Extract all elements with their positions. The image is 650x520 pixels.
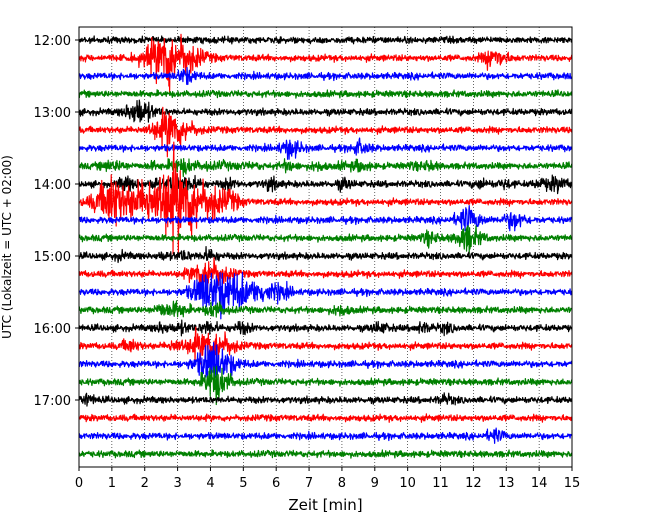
- seismogram-trace: [79, 89, 572, 99]
- seismogram-trace: [79, 66, 572, 86]
- y-tick-label: 17:00: [34, 394, 71, 409]
- seismogram-trace: [79, 33, 572, 94]
- seismogram-trace: [79, 106, 572, 158]
- x-tick-label: 11: [432, 476, 449, 491]
- x-tick-label: 6: [272, 476, 280, 491]
- x-tick-label: 1: [108, 476, 116, 491]
- seismogram-trace: [79, 271, 572, 320]
- x-tick-label: 7: [305, 476, 313, 491]
- seismogram-trace: [79, 427, 572, 444]
- seismogram-trace: [79, 326, 572, 370]
- y-tick-label: 15:00: [34, 250, 71, 265]
- seismogram-trace: [79, 413, 572, 423]
- x-tick-label: 8: [338, 476, 346, 491]
- seismogram-trace: [79, 157, 572, 178]
- x-tick-label: 5: [239, 476, 247, 491]
- y-tick-label: 14:00: [34, 178, 71, 193]
- x-tick-label: 2: [141, 476, 149, 491]
- seismogram-trace: [79, 300, 572, 318]
- x-axis-title: Zeit [min]: [288, 496, 362, 514]
- seismogram-trace: [79, 392, 572, 407]
- seismogram-trace: [79, 449, 572, 459]
- y-axis-title: UTC (Lokalzeit = UTC + 02:00): [0, 155, 14, 339]
- seismogram-traces: [79, 33, 572, 459]
- seismogram-trace: [79, 257, 572, 294]
- y-axis-ticks: 12:00 13:00 14:00 15:00 16:00 17:00: [34, 34, 79, 409]
- x-tick-label: 0: [75, 476, 83, 491]
- seismogram-trace: [79, 141, 572, 255]
- x-axis-ticks: 0 1 2 3 4 5 6 7 8 9 10 11 12 13 14 15: [75, 467, 580, 491]
- seismogram-trace: [79, 174, 572, 195]
- seismogram-trace: [79, 245, 572, 264]
- x-tick-label: 13: [498, 476, 515, 491]
- x-tick-label: 3: [173, 476, 181, 491]
- seismogram-trace: [79, 365, 572, 406]
- x-tick-label: 14: [531, 476, 548, 491]
- x-tick-label: 15: [564, 476, 581, 491]
- seismogram-trace: [79, 99, 572, 123]
- seismogram-trace: [79, 137, 572, 160]
- seismogram-trace: [79, 35, 572, 45]
- x-tick-label: 9: [371, 476, 379, 491]
- y-tick-label: 13:00: [34, 106, 71, 121]
- x-tick-label: 12: [465, 476, 482, 491]
- x-tick-label: 4: [206, 476, 214, 491]
- seismogram-trace: [79, 341, 572, 387]
- plot-frame: [78, 26, 573, 468]
- x-tick-label: 10: [399, 476, 416, 491]
- y-tick-label: 16:00: [34, 322, 71, 337]
- seismogram-trace: [79, 225, 572, 255]
- y-tick-label: 12:00: [34, 34, 71, 49]
- seismogram-trace: [79, 205, 572, 232]
- seismogram-trace: [79, 319, 572, 337]
